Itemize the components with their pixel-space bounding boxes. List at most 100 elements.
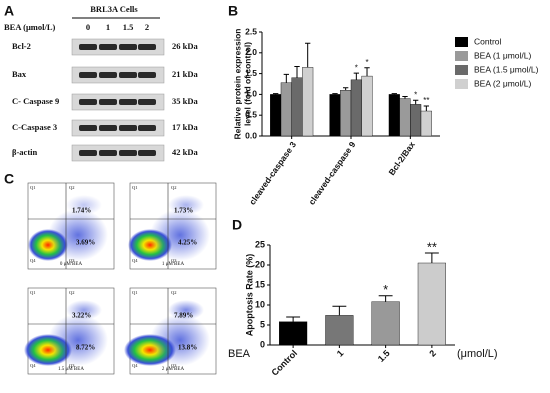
cell-scatter — [168, 195, 204, 215]
lower-right-pct: 3.69% — [76, 239, 95, 247]
blot-band — [79, 150, 97, 156]
y-tick-label: 15 — [255, 279, 265, 289]
y-tick-label: 1.5 — [245, 68, 257, 78]
blot-band — [79, 44, 97, 50]
cell-scatter — [168, 300, 204, 320]
protein-label: Bax — [12, 69, 27, 79]
y-tick-label: 0.0 — [245, 130, 257, 140]
lower-right-pct: 8.72% — [76, 344, 95, 352]
error-bar — [305, 42, 311, 68]
quadrant-label: Q4 — [30, 258, 36, 263]
y-tick-label: 1.0 — [245, 89, 257, 99]
x-tick-label: 1 — [335, 348, 346, 359]
quadrant-label: Q4 — [30, 363, 36, 368]
quadrant-label: Q2 — [171, 290, 177, 295]
error-bar — [272, 93, 279, 95]
bar — [291, 77, 303, 137]
x-tick-label: Bcl-2/Bax — [386, 139, 417, 177]
blot-band — [99, 72, 117, 78]
lane-label: 1 — [106, 22, 110, 32]
plot-caption: 0 μM BEA — [60, 262, 83, 267]
blot-band — [99, 150, 117, 156]
significance-marker: * — [414, 90, 417, 99]
x-tick-label: cleaved-caspase 9 — [306, 139, 357, 206]
significance-marker: * — [383, 282, 388, 297]
protein-label: Bcl-2 — [12, 41, 31, 51]
x-unit: (μmol/L) — [457, 348, 498, 360]
y-axis-label: level (fold of control) — [242, 42, 252, 126]
panel-letter: A — [4, 3, 14, 19]
legend-swatch — [455, 51, 468, 61]
x-tick-label: Control — [270, 348, 300, 378]
blot-band — [99, 44, 117, 50]
blot-band — [119, 72, 137, 78]
quadrant-label: Q3 — [171, 363, 177, 368]
error-bar — [413, 99, 419, 105]
blot-band — [119, 150, 137, 156]
quadrant-label: Q3 — [171, 258, 177, 263]
bar — [302, 67, 314, 137]
error-bar — [283, 73, 289, 83]
plot-caption: 1 μM BEA — [162, 262, 185, 267]
blot-band — [119, 99, 137, 105]
panel-letter: B — [228, 3, 238, 19]
bar — [361, 75, 373, 137]
legend-label: BEA (2 μmol/L) — [474, 78, 532, 88]
quadrant-label: Q4 — [132, 258, 138, 263]
bar — [388, 94, 400, 137]
legend-label: BEA (1 μmol/L) — [474, 50, 532, 60]
error-bar — [286, 316, 301, 322]
quadrant-label: Q2 — [69, 185, 75, 190]
error-bar — [332, 305, 347, 316]
blot-strip — [71, 93, 165, 111]
lane-label: 1.5 — [123, 22, 134, 32]
bar — [399, 98, 411, 137]
legend-label: Control — [474, 36, 502, 46]
legend-swatch — [455, 37, 468, 47]
bar — [350, 79, 362, 137]
blot-band — [79, 125, 97, 131]
y-tick-label: 20 — [255, 259, 265, 269]
error-bar — [294, 66, 300, 78]
bar — [410, 104, 422, 137]
bar — [371, 301, 400, 346]
x-prefix: BEA — [228, 348, 251, 360]
legend-swatch — [455, 65, 468, 75]
size-label: 26 kDa — [172, 41, 198, 51]
plot-caption: 2 μM BEA — [162, 367, 185, 372]
size-label: 42 kDa — [172, 147, 198, 157]
x-tick-label: 2 — [427, 348, 438, 359]
quadrant-label: Q4 — [132, 363, 138, 368]
error-bar — [342, 87, 349, 91]
y-tick-label: 10 — [255, 299, 265, 309]
blot-band — [138, 125, 156, 131]
x-tick-label: 1.5 — [376, 348, 392, 364]
cell-scatter — [66, 300, 102, 320]
y-axis-label: Apoptosis Rate (%) — [244, 254, 254, 337]
error-bar — [402, 95, 408, 99]
blot-strip — [71, 38, 165, 56]
protein-label: β-actin — [12, 147, 38, 157]
protein-label: C- Caspase 9 — [12, 96, 59, 106]
quadrant-label: Q1 — [30, 290, 36, 295]
y-tick-label: 2.0 — [245, 47, 257, 57]
y-tick-label: 0.5 — [245, 109, 257, 119]
y-tick-label: 2.5 — [245, 26, 257, 36]
error-bar — [353, 72, 360, 80]
quadrant-label: Q1 — [30, 185, 36, 190]
error-bar — [378, 295, 393, 302]
upper-right-pct: 1.73% — [174, 207, 193, 215]
cell-scatter — [66, 195, 102, 215]
blot-band — [138, 72, 156, 78]
lane-label: 2 — [145, 22, 149, 32]
error-bar — [332, 93, 338, 95]
bar — [279, 321, 308, 346]
y-tick-label: 5 — [260, 319, 265, 329]
cell-scatter — [150, 209, 210, 261]
error-bar — [424, 252, 439, 263]
bar — [270, 94, 282, 137]
size-label: 17 kDa — [172, 122, 198, 132]
blot-band — [99, 99, 117, 105]
significance-marker: * — [355, 63, 358, 72]
upper-right-pct: 1.74% — [72, 207, 91, 215]
